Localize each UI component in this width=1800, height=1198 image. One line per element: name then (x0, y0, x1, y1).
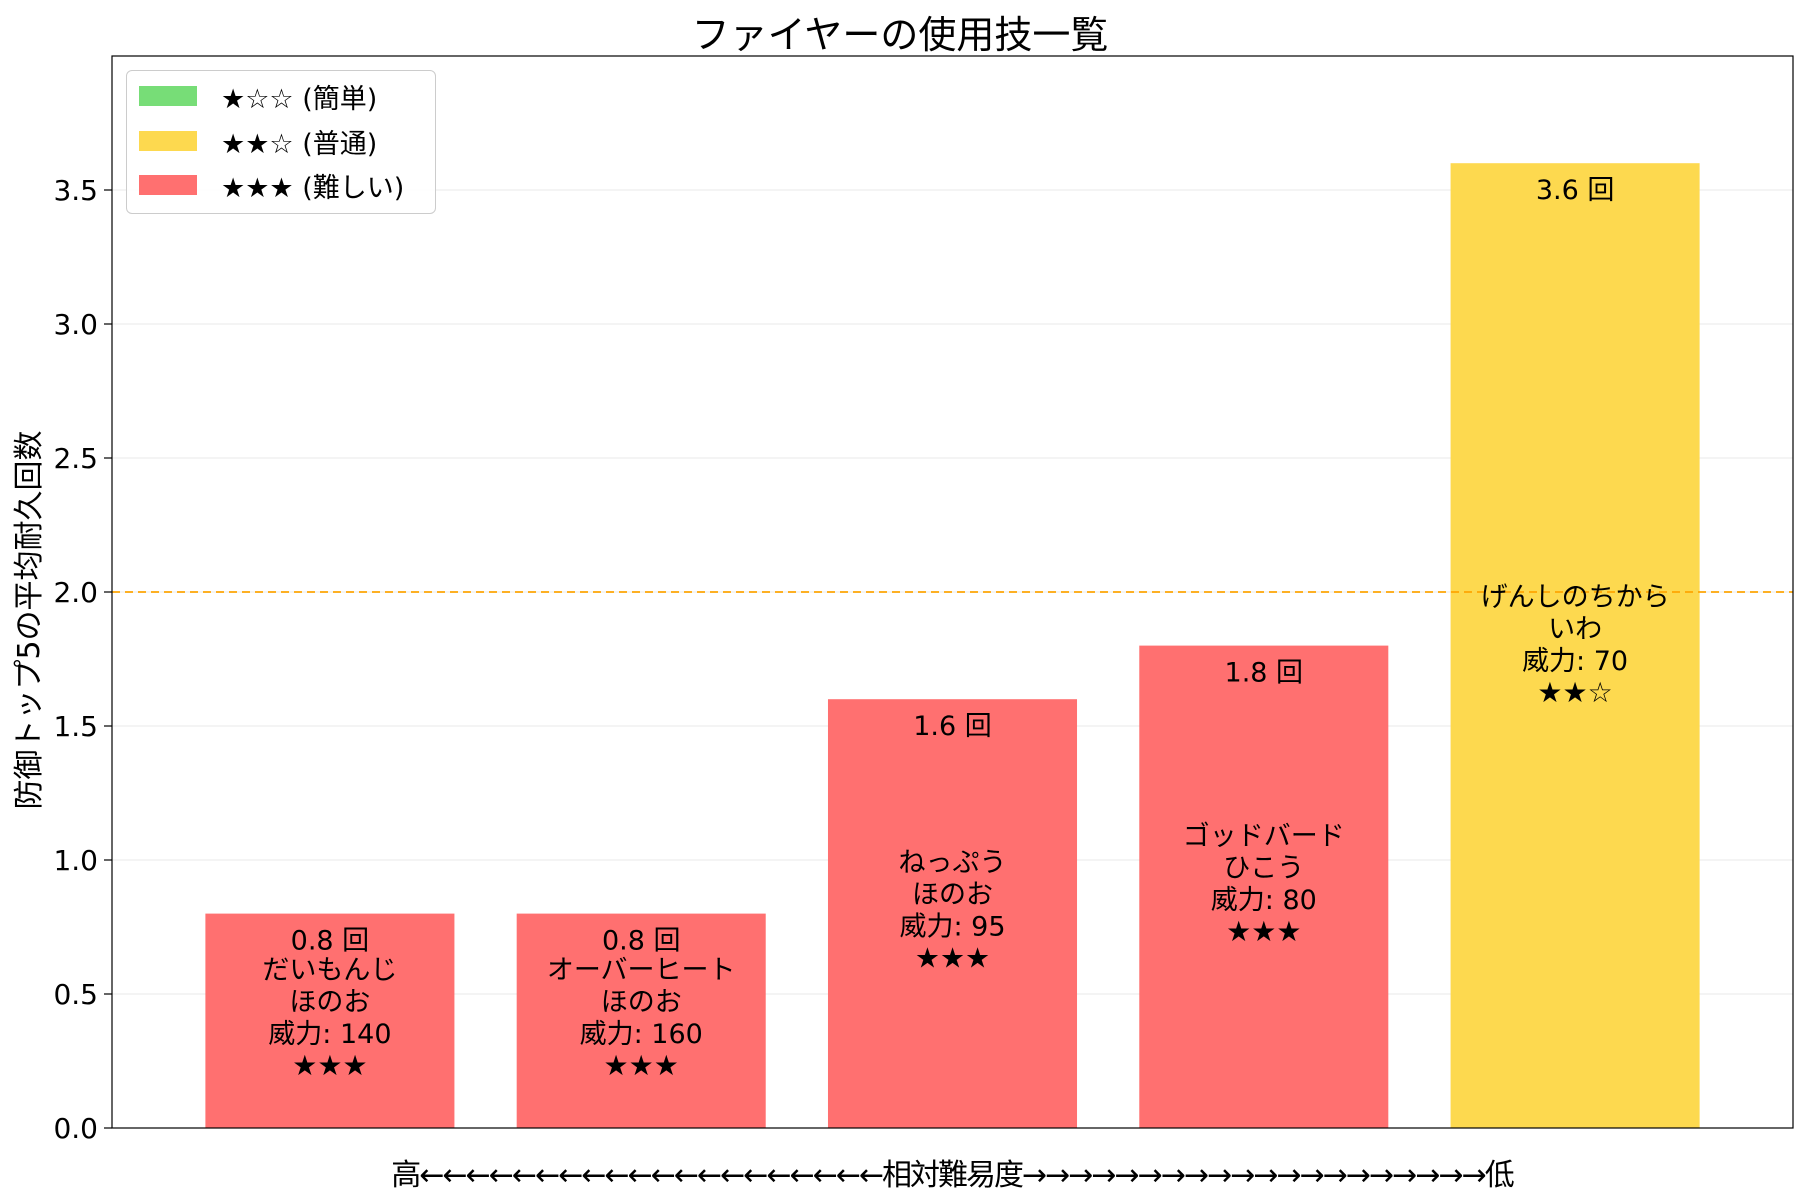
y-tick-label: 2.5 (53, 442, 98, 475)
bar-value-label: 1.8 回 (1225, 658, 1304, 689)
bar-type-label: ほのお (289, 987, 370, 1018)
bar (516, 913, 766, 1128)
y-tick-label: 3.0 (53, 308, 98, 341)
x-axis-label: 高←←←←←←←←←←←←←←←←←←←←相対難易度→→→→→→→→→→→→→→… (391, 1158, 1514, 1193)
bars (205, 163, 1700, 1128)
bar (827, 699, 1078, 1128)
bar-stars-label: ★★★ (292, 1049, 367, 1082)
bar-value-label: 3.6 回 (1536, 175, 1615, 206)
bar-move-label: だいもんじ (262, 955, 397, 986)
bar-stars-label: ★★★ (604, 1049, 679, 1082)
legend-label-hard: ★★★ (難しい) (221, 172, 405, 204)
y-tick-label: 1.0 (53, 844, 98, 877)
bar-value-label: 1.6 回 (913, 711, 992, 742)
y-axis-label: 防御トップ5の平均耐久回数 (12, 430, 47, 810)
bar-power-label: 威力: 160 (580, 1019, 703, 1050)
legend-swatch-easy (139, 86, 197, 106)
y-tick-label: 2.0 (53, 576, 98, 609)
bar-value-label: 0.8 回 (291, 926, 370, 957)
axes: 0.0 0.5 1.0 1.5 2.0 2.5 3.0 3.5 (53, 55, 1794, 1145)
bar-move-label: げんしのちから (1481, 582, 1670, 613)
bar-power-label: 威力: 140 (268, 1019, 391, 1050)
bar-type-label: ひこう (1223, 853, 1304, 884)
legend-swatch-hard (139, 175, 197, 195)
plot-frame (111, 55, 1794, 1129)
legend-label-normal: ★★☆ (普通) (221, 128, 378, 160)
bar-stars-label: ★★★ (915, 942, 990, 975)
bar-type-label: ほのお (601, 987, 682, 1018)
legend-item-easy: ★☆☆ (簡単) (139, 81, 377, 115)
bar (1450, 163, 1700, 1128)
bar-type-label: ほのお (912, 880, 993, 911)
legend-item-normal: ★★☆ (普通) (139, 126, 377, 160)
bar-move-label: ねっぷう (899, 848, 1007, 879)
bar-stars-label: ★★★ (1226, 915, 1301, 948)
bar-stars-label: ★★☆ (1537, 676, 1612, 709)
bar-power-label: 威力: 80 (1211, 885, 1317, 916)
legend-swatch-normal (139, 131, 197, 151)
legend-label-easy: ★☆☆ (簡単) (221, 83, 378, 115)
legend-item-hard: ★★★ (難しい) (139, 170, 404, 204)
bar (1139, 645, 1389, 1128)
y-tick-label: 1.5 (53, 710, 98, 743)
y-tick-label: 3.5 (53, 174, 98, 207)
legend: ★☆☆ (簡単) ★★☆ (普通) ★★★ (難しい) (126, 70, 436, 214)
y-tick-label: 0.5 (53, 978, 98, 1011)
bar (205, 913, 455, 1128)
bar-power-label: 威力: 70 (1522, 646, 1628, 677)
bar-move-label: オーバーヒート (547, 955, 736, 986)
y-tick-label: 0.0 (53, 1112, 98, 1145)
bar-type-label: いわ (1548, 614, 1602, 645)
bar-move-label: ゴッドバード (1183, 821, 1345, 852)
bar-value-label: 0.8 回 (602, 926, 681, 957)
bar-power-label: 威力: 95 (899, 912, 1005, 943)
chart-title: ファイヤーの使用技一覧 (691, 13, 1109, 57)
